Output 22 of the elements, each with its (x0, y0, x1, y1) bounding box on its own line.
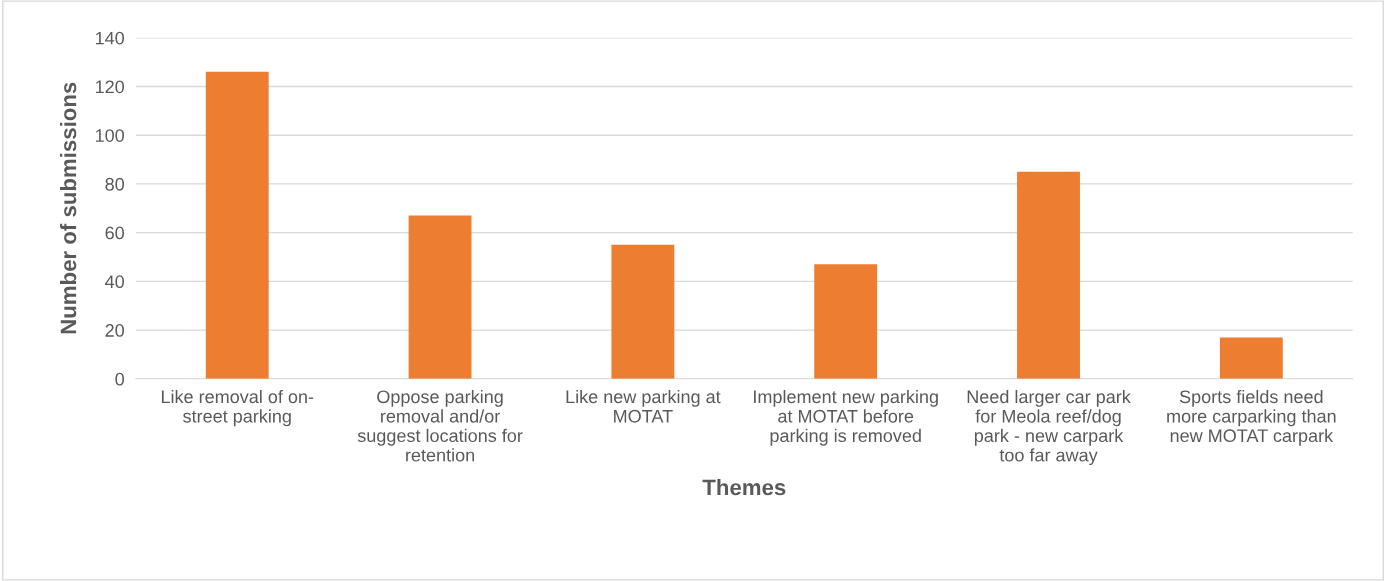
y-axis-title: Number of submissions (59, 82, 77, 334)
bar (408, 215, 472, 379)
x-tick-label: Need larger car park for Meola reef/dog park - new carpark too far away (967, 389, 1131, 466)
y-tick-label: 80 (105, 177, 125, 191)
bar (205, 71, 269, 379)
y-tick-label: 20 (105, 324, 125, 337)
bar (611, 244, 675, 379)
x-tick-label: Like removal of on-street parking (161, 389, 314, 427)
x-axis-title: Themes (702, 478, 786, 496)
y-tick-label: 40 (105, 275, 125, 289)
x-tick-label: Oppose parking removal and/or suggest locations for retention (357, 389, 523, 462)
y-tick-label: 140 (95, 31, 125, 45)
y-tick-label: 60 (105, 226, 125, 240)
bar (1017, 171, 1080, 379)
y-tick-label: 100 (95, 129, 125, 142)
x-tick-label: Implement new parking at MOTAT before parking is removed (754, 389, 938, 446)
y-tick-label: 0 (115, 372, 125, 386)
y-tick-label: 120 (95, 80, 125, 94)
bar (814, 264, 878, 379)
x-tick-label: Sports fields need more carparking than new MOTAT carpark (1167, 389, 1336, 446)
bar (1219, 337, 1283, 379)
x-tick-label: Like new parking at MOTAT (566, 389, 721, 423)
